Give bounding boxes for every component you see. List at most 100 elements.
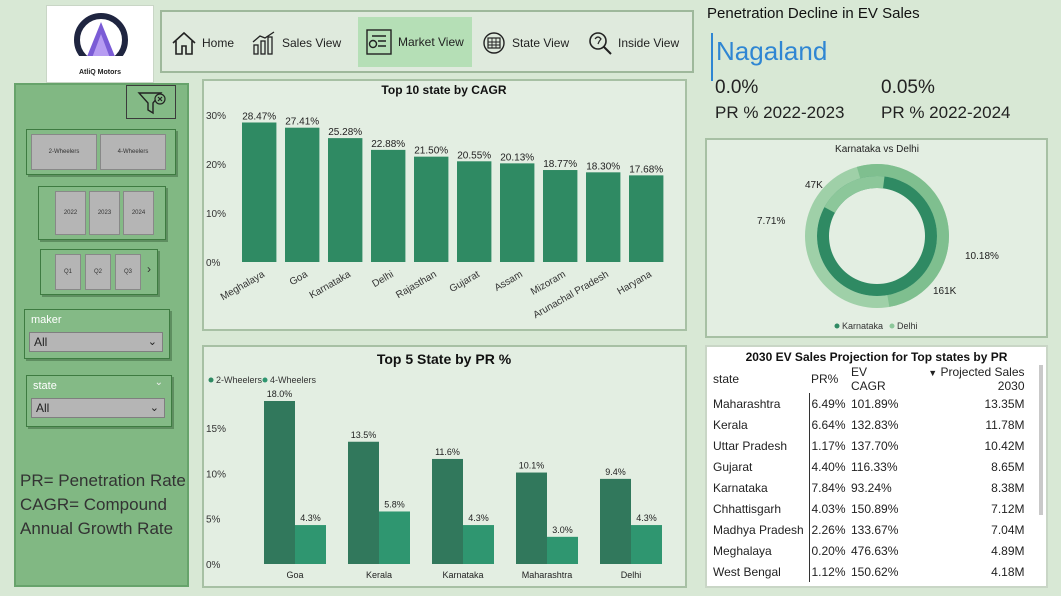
nav-state-view[interactable]: State View <box>480 22 575 64</box>
clear-filters-button[interactable] <box>126 85 176 119</box>
bar <box>348 441 379 564</box>
cell-pr: 0.20% <box>808 540 849 561</box>
year-chip-2024[interactable]: 2024 <box>123 191 154 235</box>
pr-bar-chart: Top 5 State by PR % 2-Wheelers 4-Wheelers 0… <box>206 351 662 580</box>
col-header-pr[interactable]: PR% <box>811 372 839 386</box>
cell-cagr: 150.89% <box>851 501 899 516</box>
y-tick-label: 20% <box>206 160 226 171</box>
maker-label: maker <box>31 314 62 326</box>
bar <box>432 458 463 564</box>
bar <box>629 175 664 262</box>
table-row[interactable]: Uttar Pradesh 1.17% 137.70% 10.42M <box>711 435 1027 456</box>
y-tick-label: 0% <box>206 258 221 269</box>
table-row[interactable]: Chhattisgarh 4.03% 150.89% 7.12M <box>711 498 1027 519</box>
nav-home[interactable]: Home <box>170 22 248 64</box>
cell-cagr: 101.89% <box>851 396 899 411</box>
bar <box>414 156 449 262</box>
state-dropdown: state ⌄ All ⌄ <box>26 375 172 427</box>
table-scrollbar[interactable] <box>1039 365 1043 515</box>
year-chip-2022[interactable]: 2022 <box>55 191 86 235</box>
chevron-down-icon[interactable]: ⌄ <box>154 377 163 388</box>
vehicle-chip-4w[interactable]: 4-Wheelers <box>100 134 166 170</box>
col-header-state[interactable]: state <box>713 372 740 386</box>
cell-pr: 7.84% <box>808 477 849 498</box>
quarter-chip-q1[interactable]: Q1 <box>55 254 81 290</box>
table-row[interactable]: Kerala 6.64% 132.83% 11.78M <box>711 414 1027 435</box>
brand-name: AtliQ Motors <box>79 69 121 76</box>
nav-market-view-label: Market View <box>398 35 464 49</box>
data-label: 10.1% <box>519 461 545 471</box>
table-row[interactable]: Madhya Pradesh 2.26% 133.67% 7.04M <box>711 519 1027 540</box>
sales-chart-icon <box>252 31 275 55</box>
bar <box>543 170 578 262</box>
quarter-chip-q2[interactable]: Q2 <box>85 254 111 290</box>
table-header-row: state PR% EV CAGR ▼ Projected Sales 2030 <box>711 365 1027 393</box>
cell-pr: 4.03% <box>808 498 849 519</box>
quarter-chip-q3[interactable]: Q3 <box>115 254 141 290</box>
kpi-title: Penetration Decline in EV Sales <box>707 5 920 22</box>
cell-state: Chhattisgarh <box>713 501 782 516</box>
kpi-pr-2023-label: PR % 2022-2023 <box>715 103 845 122</box>
cell-state: West Bengal <box>713 564 781 579</box>
cell-projected-sales: 4.18M <box>991 564 1025 579</box>
legend-marker <box>262 377 268 383</box>
x-tick-label: Meghalaya <box>219 269 267 303</box>
legend-label: Karnataka <box>842 321 883 331</box>
y-tick-label: 15% <box>206 424 226 435</box>
data-label: 22.88% <box>371 139 405 150</box>
legend-label: Delhi <box>897 321 918 331</box>
data-label: 4.3% <box>636 513 657 523</box>
nav-sales-view[interactable]: Sales View <box>250 22 345 64</box>
vehicle-type-slicer: 2-Wheelers 4-Wheelers <box>26 129 176 175</box>
cell-cagr: 150.62% <box>851 564 899 579</box>
data-label: 11.6% <box>435 447 460 457</box>
bar <box>631 525 662 564</box>
atliq-logo-icon <box>74 13 128 68</box>
data-label: 28.47% <box>242 111 276 122</box>
state-select[interactable]: All ⌄ <box>31 398 165 418</box>
year-chip-2023[interactable]: 2023 <box>89 191 120 235</box>
table-row[interactable]: Maharashtra 6.49% 101.89% 13.35M <box>711 393 1027 414</box>
state-label: state <box>33 380 57 392</box>
kpi-pr-2023-value: 0.0% <box>715 77 759 98</box>
projection-title: 2030 EV Sales Projection for Top states … <box>745 350 1008 364</box>
chart-title: Karnataka vs Delhi <box>835 144 919 155</box>
cell-state: Karnataka <box>713 480 768 495</box>
nav-state-view-label: State View <box>512 36 570 50</box>
projection-table-card: 2030 EV Sales Projection for Top states … <box>705 345 1048 588</box>
bar <box>264 401 295 564</box>
x-tick-label: Delhi <box>370 269 395 290</box>
table-row[interactable]: Meghalaya 0.20% 476.63% 4.89M <box>711 540 1027 561</box>
data-label: 18.30% <box>586 161 620 172</box>
kpi-state: Nagaland <box>716 36 828 66</box>
x-tick-label: Maharashtra <box>522 570 573 580</box>
navigation-bar: Home Sales View Market View State View <box>160 10 694 73</box>
definitions-text: PR= Penetration Rate CAGR= Compound Annu… <box>20 469 190 541</box>
data-label: 18.0% <box>267 389 293 399</box>
chevron-right-icon[interactable]: › <box>147 262 151 276</box>
maker-select[interactable]: All ⌄ <box>29 332 163 352</box>
table-row[interactable]: West Bengal 1.12% 150.62% 4.18M <box>711 561 1027 582</box>
col-header-projected-sales[interactable]: ▼ Projected Sales 2030 <box>905 365 1027 393</box>
x-tick-label: Karnataka <box>308 269 353 302</box>
bar <box>285 127 320 262</box>
bar <box>600 478 631 564</box>
data-label: 3.0% <box>552 525 573 535</box>
cell-pr: 4.40% <box>808 456 849 477</box>
y-tick-label: 5% <box>206 515 221 526</box>
vehicle-chip-2w[interactable]: 2-Wheelers <box>31 134 97 170</box>
nav-inside-view-label: Inside View <box>618 36 680 50</box>
nav-market-view[interactable]: Market View <box>358 17 472 67</box>
cell-projected-sales: 8.38M <box>991 480 1025 495</box>
col-header-cagr[interactable]: EV CAGR <box>851 365 886 393</box>
pr-chart-card: Top 5 State by PR % 2-Wheelers 4-Wheelers 0… <box>202 345 687 588</box>
table-row[interactable]: Karnataka 7.84% 93.24% 8.38M <box>711 477 1027 498</box>
nav-inside-view[interactable]: Inside View <box>586 22 690 64</box>
bar <box>457 161 492 262</box>
donut-label: 7.71% <box>757 216 785 227</box>
table-row[interactable]: Gujarat 4.40% 116.33% 8.65M <box>711 456 1027 477</box>
quarter-slicer: Q1 Q2 Q3 › <box>40 249 158 295</box>
cell-pr: 1.17% <box>808 435 849 456</box>
cell-state: Madhya Pradesh <box>713 522 804 537</box>
cell-cagr: 132.83% <box>851 417 899 432</box>
